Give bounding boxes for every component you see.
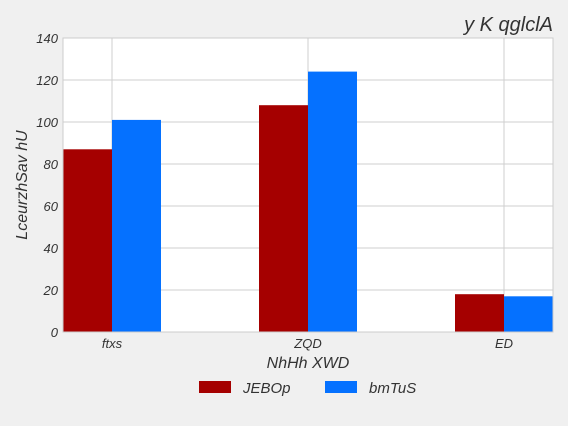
y-tick-label: 40	[44, 241, 59, 256]
bar-bmTuS-ZQD	[308, 71, 357, 332]
y-tick-label: 20	[43, 283, 59, 298]
x-axis-label: NhHh XWD	[267, 355, 350, 372]
x-tick-label: ftxs	[102, 336, 123, 351]
bar-JEBOp-ftxs	[63, 149, 112, 332]
bar-JEBOp-ED	[455, 294, 504, 332]
y-tick-label: 0	[51, 325, 59, 340]
y-tick-label: 140	[36, 31, 58, 46]
y-axis-label: LceurzhSav hU	[14, 130, 31, 240]
bars-layer	[63, 71, 553, 333]
y-tick-label: 120	[36, 73, 58, 88]
y-tick-label: 80	[44, 157, 59, 172]
legend: JEBOp bmTuS	[199, 380, 416, 397]
x-tick-label: ED	[495, 336, 513, 351]
x-tick-label: ZQD	[293, 336, 321, 351]
legend-swatch-JEBOp	[199, 381, 231, 393]
legend-label-JEBOp: JEBOp	[242, 380, 291, 397]
bar-JEBOp-ZQD	[259, 105, 308, 332]
y-tick-label: 60	[44, 199, 59, 214]
legend-swatch-bmTuS	[325, 381, 357, 393]
bar-bmTuS-ftxs	[112, 119, 161, 333]
y-tick-label: 100	[36, 115, 58, 130]
bar-bmTuS-ED	[504, 296, 553, 332]
y-axis-ticks: 0 20 40 60 80 100 120 140	[36, 31, 58, 340]
chart-title: y K qglclA	[462, 14, 553, 36]
x-axis-ticks: ftxs ZQD ED	[102, 336, 513, 351]
plot-frame	[62, 37, 554, 333]
legend-label-bmTuS: bmTuS	[369, 380, 416, 397]
